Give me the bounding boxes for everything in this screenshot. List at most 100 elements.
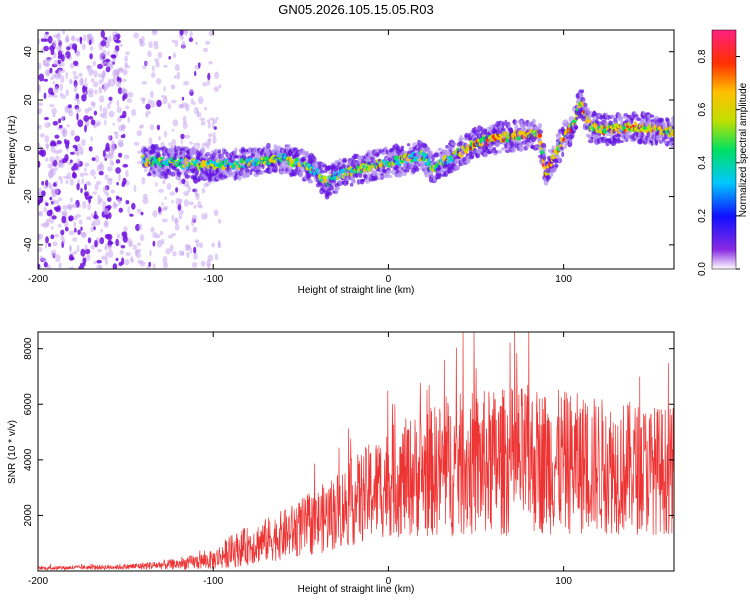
- spectrogram-noise-blob: [90, 136, 93, 142]
- spectrogram-noise-blob: [181, 96, 185, 101]
- spectrogram-noise-blob: [84, 167, 87, 172]
- spectrogram-noise-blob: [58, 149, 63, 154]
- spectrogram-noise-blob: [111, 162, 115, 166]
- spectrogram-noise-blob: [84, 77, 87, 84]
- spectrogram-noise-blob: [73, 250, 78, 255]
- spectrogram-noise-blob: [49, 196, 53, 201]
- spectrogram-x-label: Height of straight line (km): [298, 285, 415, 296]
- spectrogram-noise-blob: [93, 70, 98, 78]
- spectrogram-halo-blob: [408, 146, 414, 152]
- spectrogram-noise-blob: [44, 135, 50, 143]
- spectrogram-noise-blob: [62, 205, 68, 210]
- spectrogram-noise-blob: [178, 209, 184, 216]
- spectrogram-noise-blob: [82, 200, 87, 209]
- spectrogram-noise-blob: [152, 210, 158, 218]
- spectrogram-noise-blob: [43, 38, 49, 42]
- spectrogram-noise-blob: [189, 31, 193, 38]
- spectrogram-noise-blob: [94, 183, 99, 191]
- spectrogram-noise-blob: [110, 54, 116, 58]
- spectrogram-noise-blob: [147, 99, 152, 105]
- spectrogram-noise-blob: [117, 116, 122, 123]
- spectrogram-noise-blob: [76, 244, 80, 253]
- spectrogram-noise-blob: [122, 69, 128, 76]
- spectrogram-noise-blob: [81, 178, 85, 185]
- spectrogram-noise-blob: [140, 211, 144, 216]
- spectrogram-noise-blob: [118, 261, 123, 267]
- spectrogram-noise-blob: [58, 118, 62, 124]
- spectrogram-noise-blob: [201, 213, 206, 220]
- spectrogram-noise-blob: [145, 103, 151, 110]
- spectrogram-noise-blob: [162, 255, 168, 264]
- spectrogram-noise-blob: [193, 252, 198, 260]
- spectrogram-noise-blob: [99, 163, 105, 171]
- spectrogram-noise-blob: [172, 251, 177, 257]
- colorbar: 0.0 0.2 0.4 0.6 0.8 Normalized spectral ampl…: [697, 29, 749, 276]
- spectrogram-noise-blob: [183, 190, 190, 197]
- spectrogram-halo-blob: [424, 171, 430, 178]
- spectrogram-noise-blob: [52, 241, 58, 247]
- spectrogram-noise-blob: [144, 61, 147, 66]
- spectrogram-noise-blob: [99, 113, 104, 118]
- spectrogram-noise-blob: [57, 59, 61, 65]
- spectrogram-halo-blob: [406, 143, 411, 147]
- spectrogram-noise-blob: [211, 121, 215, 129]
- colorbar-gradient: [711, 29, 737, 270]
- spectrogram-noise-blob: [38, 199, 42, 204]
- spectrogram-noise-blob: [105, 58, 110, 63]
- spectrogram-noise-blob: [174, 64, 180, 72]
- spectrogram-noise-blob: [195, 41, 199, 46]
- spectrogram-noise-blob: [130, 259, 134, 263]
- spectrogram-ridge-blob: [671, 131, 674, 137]
- spectrogram-noise-blob: [103, 207, 110, 216]
- spectrogram-halo-blob: [492, 146, 497, 151]
- spectrogram-noise-blob: [54, 233, 60, 238]
- spectrogram-noise-blob: [62, 175, 69, 179]
- spectrogram-noise-blob: [193, 101, 196, 106]
- spectrogram-noise-blob: [59, 157, 63, 166]
- spectrogram-halo-blob: [531, 118, 536, 124]
- spectrogram-halo-blob: [549, 172, 554, 177]
- spectrogram-halo-blob: [561, 151, 565, 158]
- spectrogram-noise-blob: [152, 30, 157, 34]
- spectrogram-noise-blob: [51, 215, 57, 220]
- spectrogram-noise-blob: [163, 205, 169, 210]
- spectrogram-noise-blob: [84, 108, 90, 114]
- spectrogram-noise-blob: [150, 226, 155, 233]
- spectrogram-noise-blob: [158, 212, 163, 216]
- spectrogram-noise-blob: [49, 104, 55, 108]
- spectrogram-noise-blob: [87, 182, 92, 186]
- spectrogram-noise-blob: [163, 130, 168, 138]
- spectrogram-noise-blob: [141, 81, 148, 85]
- spectrogram-noise-blob: [129, 213, 134, 217]
- spectrogram-noise-blob: [52, 53, 57, 59]
- spectrogram-noise-blob: [112, 69, 118, 77]
- spectrogram-noise-blob: [160, 207, 164, 212]
- spectrogram-noise-blob: [102, 107, 108, 116]
- spectrogram-halo-blob: [370, 156, 376, 161]
- spectrogram-noise-blob: [81, 232, 87, 239]
- spectrogram-noise-blob: [43, 33, 49, 39]
- spectrogram-noise-blob: [166, 183, 172, 190]
- snr-y-label: SNR (10 * v/v): [7, 420, 18, 484]
- spectrogram-halo-blob: [575, 116, 579, 121]
- spectrogram-noise-blob: [45, 202, 49, 207]
- spectrogram-noise-blob: [76, 112, 79, 121]
- x-tick-label: -100: [203, 576, 223, 587]
- spectrogram-noise-blob: [171, 39, 176, 43]
- spectrogram-noise-blob: [82, 86, 88, 90]
- spectrogram-noise-blob: [104, 221, 108, 227]
- spectrogram-noise-blob: [125, 200, 130, 205]
- spectrogram-noise-blob: [215, 116, 219, 121]
- spectrogram-noise-blob: [94, 218, 101, 226]
- spectrogram-noise-blob: [96, 180, 101, 185]
- spectrogram-halo-blob: [551, 145, 555, 151]
- spectrogram-noise-blob: [122, 95, 126, 102]
- spectrogram-noise-blob: [50, 145, 56, 154]
- spectrogram-noise-blob: [110, 189, 115, 194]
- spectrogram-noise-blob: [174, 39, 178, 48]
- spectrogram-noise-blob: [122, 177, 127, 185]
- spectrogram-noise-blob: [139, 125, 143, 129]
- spectrogram-halo-blob: [386, 174, 393, 179]
- spectrogram-noise-blob: [213, 126, 217, 130]
- spectrogram-noise-blob: [88, 39, 92, 46]
